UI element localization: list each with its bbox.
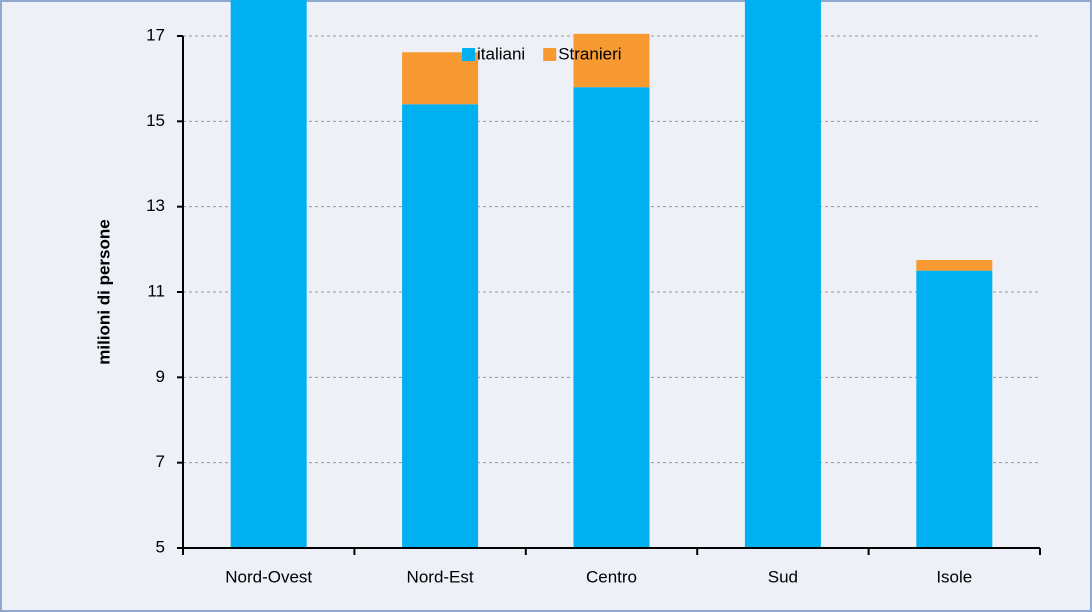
y-tick-label: 9 <box>156 367 165 386</box>
legend-label: Stranieri <box>558 44 621 63</box>
x-tick-label: Isole <box>936 567 972 586</box>
y-tick-label: 11 <box>147 281 165 300</box>
y-tick-label: 7 <box>156 452 165 471</box>
x-tick-label: Centro <box>586 567 637 586</box>
y-tick-label: 15 <box>146 111 165 130</box>
y-axis-label: milioni di persone <box>94 219 113 364</box>
y-tick-label: 13 <box>146 196 165 215</box>
bar-segment <box>402 104 479 549</box>
bar-segment <box>916 260 993 271</box>
y-tick-label: 17 <box>146 25 165 44</box>
bar-segment <box>573 87 650 548</box>
legend-label: italiani <box>477 44 525 63</box>
x-tick-label: Nord-Est <box>407 567 474 586</box>
bar-segment <box>230 0 307 548</box>
bar-segment <box>916 270 993 548</box>
x-tick-label: Nord-Ovest <box>225 567 312 586</box>
y-tick-label: 5 <box>156 537 165 556</box>
legend-swatch <box>462 48 475 61</box>
bar-segment <box>744 0 821 548</box>
x-tick-label: Sud <box>768 567 798 586</box>
bar-segment <box>573 33 650 88</box>
legend-swatch <box>543 48 557 61</box>
